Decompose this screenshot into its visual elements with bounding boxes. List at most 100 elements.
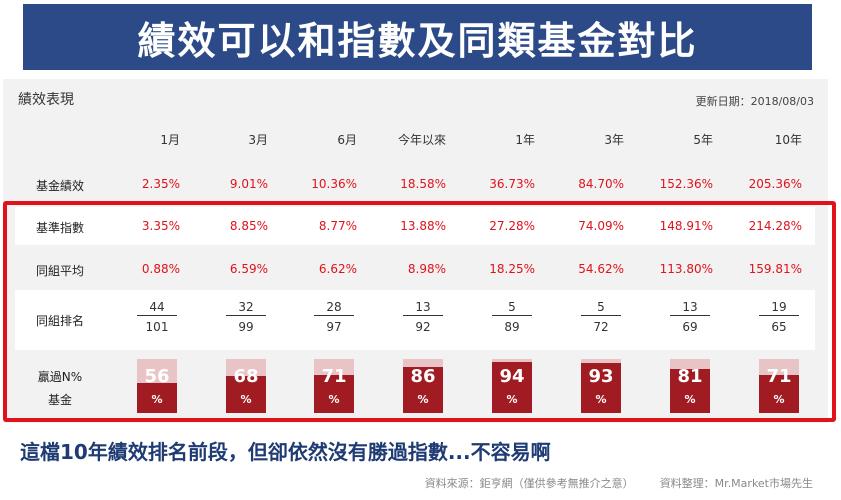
beat-percent-bar: 56% — [137, 359, 177, 413]
rank-fraction: 13 69 — [670, 299, 710, 335]
rank-denominator: 65 — [771, 320, 787, 334]
beat-percent-bar: 71% — [759, 359, 799, 413]
beat-percent-unit: % — [240, 393, 252, 406]
rank-denominator: 92 — [415, 320, 431, 334]
banner-title: 績效可以和指數及同類基金對比 — [137, 18, 698, 63]
value-cell-peer-avg: 18.25% — [489, 262, 535, 276]
beat-percent-value: 94 — [499, 366, 525, 387]
value-cell-benchmark: 3.35% — [141, 219, 180, 233]
column-header: 10年 — [774, 133, 802, 147]
rank-denominator: 101 — [145, 320, 169, 334]
value-cell-benchmark: 13.88% — [400, 219, 446, 233]
source-left: 資料來源：鉅亨網（僅供參考無推介之意） — [424, 477, 634, 490]
value-cell-fund: 9.01% — [229, 177, 268, 191]
value-cell-peer-avg: 8.98% — [407, 262, 446, 276]
row-label-peer-average: 同組平均 — [35, 264, 84, 278]
rank-fraction: 32 99 — [226, 299, 266, 335]
update-date: 更新日期：2018/08/03 — [696, 93, 814, 109]
beat-percent-value: 56 — [144, 366, 170, 387]
rank-numerator: 19 — [759, 299, 799, 316]
update-date-label: 更新日期： — [695, 95, 751, 108]
rank-numerator: 13 — [670, 299, 710, 316]
beat-percent-unit: % — [417, 393, 429, 406]
value-cell-peer-avg: 54.62% — [578, 262, 624, 276]
beat-percent-unit: % — [328, 393, 340, 406]
value-cell-peer-avg: 6.62% — [318, 262, 357, 276]
value-cell-benchmark: 27.28% — [489, 219, 535, 233]
value-cell-peer-avg: 0.88% — [141, 262, 180, 276]
value-cell-fund: 10.36% — [311, 177, 357, 191]
value-cell-benchmark: 214.28% — [748, 219, 802, 233]
value-cell-fund: 152.36% — [659, 177, 713, 191]
beat-percent-unit: % — [595, 393, 607, 406]
rank-numerator: 44 — [137, 299, 177, 316]
row-label-beat-line2: 基金 — [47, 393, 72, 407]
row-label-fund: 基金績效 — [35, 179, 84, 193]
rank-fraction: 5 72 — [581, 299, 621, 335]
rank-fraction: 44 101 — [137, 299, 177, 335]
value-cell-fund: 205.36% — [748, 177, 802, 191]
value-cell-benchmark: 8.85% — [229, 219, 268, 233]
beat-percent-value: 93 — [588, 366, 614, 387]
beat-percent-bar: 94% — [492, 359, 532, 413]
rank-numerator: 13 — [403, 299, 443, 316]
beat-percent-fill — [759, 375, 799, 413]
beat-percent-bar: 86% — [403, 359, 443, 413]
row-bg-benchmark — [15, 207, 815, 245]
rank-denominator: 97 — [326, 320, 342, 334]
column-header: 3年 — [604, 133, 624, 147]
value-cell-benchmark: 8.77% — [318, 219, 357, 233]
value-cell-fund: 2.35% — [141, 177, 180, 191]
column-header: 5年 — [693, 133, 713, 147]
column-header: 1年 — [515, 133, 535, 147]
row-label-peer-rank: 同組排名 — [35, 314, 84, 328]
column-header: 1月 — [160, 133, 180, 147]
beat-percent-unit: % — [506, 393, 518, 406]
value-cell-benchmark: 74.09% — [578, 219, 624, 233]
caption: 這檔10年績效排名前段，但卻依然沒有勝過指數...不容易啊 — [20, 440, 551, 464]
rank-fraction: 19 65 — [759, 299, 799, 335]
beat-percent-bar: 68% — [226, 359, 266, 413]
value-cell-peer-avg: 6.59% — [229, 262, 268, 276]
value-cell-fund: 84.70% — [578, 177, 624, 191]
column-header: 3月 — [248, 133, 268, 147]
value-cell-peer-avg: 113.80% — [659, 262, 713, 276]
beat-percent-value: 81 — [677, 366, 703, 387]
rank-denominator: 72 — [593, 320, 609, 334]
beat-percent-value: 86 — [410, 366, 436, 387]
beat-percent-value: 71 — [766, 366, 792, 387]
rank-numerator: 5 — [581, 299, 621, 316]
beat-percent-fill — [314, 375, 354, 413]
rank-numerator: 5 — [492, 299, 532, 316]
beat-percent-bar: 93% — [581, 359, 621, 413]
title-banner: 績效可以和指數及同類基金對比 — [23, 4, 812, 70]
rank-denominator: 99 — [238, 320, 254, 334]
value-cell-fund: 36.73% — [489, 177, 535, 191]
rank-fraction: 13 92 — [403, 299, 443, 335]
beat-percent-fill — [226, 376, 266, 413]
row-bg-peer-rank — [15, 290, 815, 350]
row-label-beat-line1: 贏過N% — [37, 370, 83, 384]
rank-numerator: 28 — [314, 299, 354, 316]
beat-percent-fill — [492, 362, 532, 413]
column-header: 6月 — [337, 133, 357, 147]
beat-percent-fill — [137, 383, 177, 413]
column-header: 今年以來 — [397, 133, 446, 147]
highlight-frame — [3, 201, 836, 422]
beat-percent-unit: % — [773, 393, 785, 406]
rank-numerator: 32 — [226, 299, 266, 316]
rank-denominator: 69 — [682, 320, 698, 334]
value-cell-fund: 18.58% — [400, 177, 446, 191]
update-date-value: 2018/08/03 — [750, 95, 814, 108]
beat-percent-value: 71 — [321, 366, 347, 387]
value-cell-benchmark: 148.91% — [659, 219, 713, 233]
rank-fraction: 5 89 — [492, 299, 532, 335]
beat-percent-bar: 71% — [314, 359, 354, 413]
rank-denominator: 89 — [504, 320, 520, 334]
beat-percent-fill — [670, 369, 710, 413]
source-right: 資料整理：Mr.Market市場先生 — [659, 477, 813, 490]
beat-percent-fill — [403, 367, 443, 413]
rank-fraction: 28 97 — [314, 299, 354, 335]
panel-title: 績效表現 — [18, 92, 74, 108]
beat-percent-unit: % — [151, 393, 163, 406]
